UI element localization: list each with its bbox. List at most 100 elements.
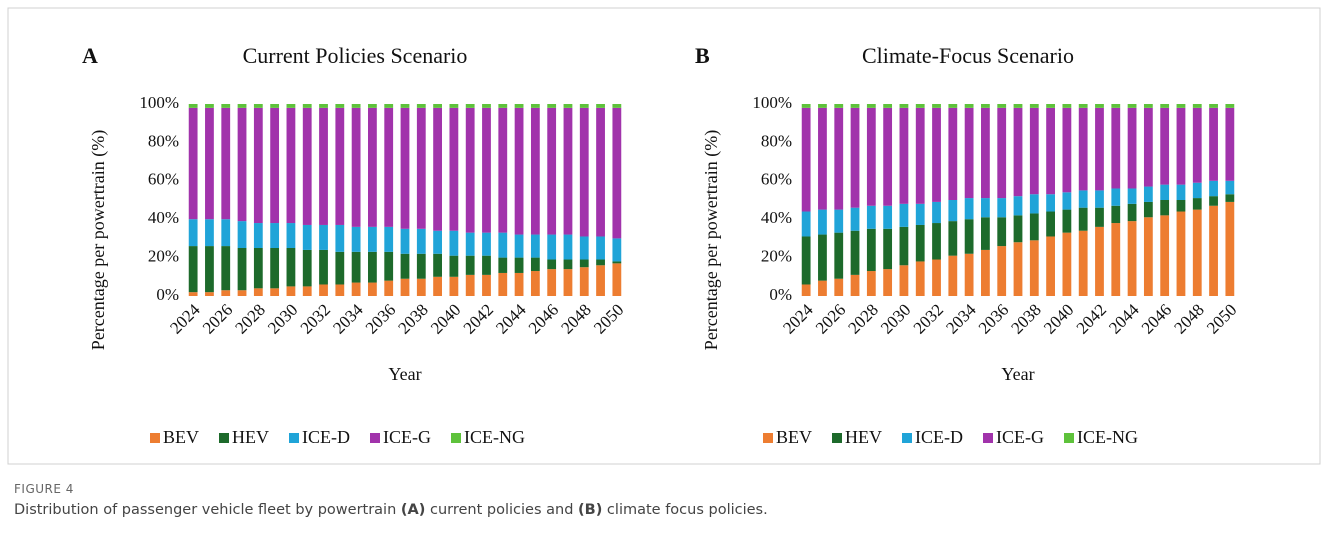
bar-segment (270, 104, 280, 108)
bar-segment (221, 107, 231, 220)
bar-segment (221, 246, 231, 291)
bar-segment (579, 236, 589, 260)
figure: A Current Policies Scenario Percentage per… (7, 7, 1321, 465)
chart-title: Current Policies Scenario (243, 43, 468, 68)
bar-segment (482, 107, 491, 233)
bar-segment (1013, 242, 1023, 296)
bar-segment (563, 107, 573, 235)
bar-segment (612, 238, 622, 262)
x-tick-label: 2028 (231, 300, 268, 337)
bar-segment (1095, 104, 1104, 108)
x-tick-label: 2046 (525, 300, 562, 337)
bar-segment (801, 236, 811, 285)
bar-segment (253, 223, 263, 248)
bar-segment (253, 107, 263, 224)
bar-segment (302, 107, 312, 225)
bar-segment (997, 198, 1007, 218)
bar-segment (948, 221, 958, 256)
bar-segment (1160, 107, 1170, 185)
bar-segment (1111, 223, 1121, 296)
legend-swatch (1064, 433, 1074, 443)
bar-segment (514, 234, 524, 258)
bar-segment (801, 104, 811, 108)
bar-segment (981, 107, 990, 199)
bar-segment (1078, 190, 1088, 208)
bar-segment (563, 104, 573, 108)
bar-segment (237, 290, 247, 296)
bar-segment (319, 107, 328, 225)
y-tick-label: 40% (761, 208, 792, 227)
bar-segment (850, 104, 860, 108)
bar-segment (834, 278, 844, 296)
x-tick-label: 2048 (557, 300, 594, 337)
bar-segment (498, 272, 508, 296)
bar-segment (1111, 205, 1121, 224)
x-tick-label: 2032 (910, 300, 947, 337)
x-tick-label: 2044 (1105, 300, 1143, 338)
bar-segment (1176, 184, 1186, 200)
bar-segment (948, 255, 958, 296)
bar-segment (1160, 200, 1170, 216)
bar-segment (547, 269, 557, 296)
bar-segment (351, 282, 361, 296)
panel-letter: A (82, 43, 98, 68)
bar-segment (1127, 221, 1137, 296)
bar-segment (1013, 215, 1023, 243)
bar-segment (1225, 194, 1235, 202)
x-tick-label: 2044 (492, 300, 530, 338)
bar-segment (253, 104, 263, 108)
bar-segment (899, 203, 909, 227)
figure-caption: Distribution of passenger vehicle fleet … (14, 502, 768, 518)
x-tick-label: 2024 (779, 300, 817, 338)
legend-swatch (289, 433, 299, 443)
bar-segment (482, 274, 491, 296)
bar-segment (932, 104, 941, 108)
bar-segment (253, 288, 263, 296)
bar-segment (883, 228, 893, 270)
y-tick-label: 80% (761, 131, 792, 150)
bar-segment (514, 272, 524, 296)
bar-segment (514, 104, 524, 108)
bar-segment (612, 107, 622, 239)
bar-segment (319, 104, 328, 108)
bar-segment (899, 265, 909, 296)
bar-segment (335, 224, 345, 252)
bar-segment (850, 107, 860, 208)
bar-segment (915, 107, 925, 204)
bar-segment (400, 107, 410, 229)
bar-segment (834, 232, 844, 279)
bar-segment (1095, 226, 1104, 296)
x-tick-label: 2048 (1170, 300, 1207, 337)
bar-segment (866, 228, 876, 272)
bar-segment (302, 104, 312, 108)
bar-segment (964, 107, 974, 199)
legend-label: HEV (232, 427, 269, 447)
y-axis-label: Percentage per powertrain (%) (88, 130, 109, 350)
chart-title: Climate-Focus Scenario (862, 43, 1074, 68)
bar-segment (850, 207, 860, 231)
bar-segment (433, 276, 442, 296)
bar-segment (449, 276, 459, 296)
bar-segment (465, 104, 475, 108)
bar-segment (530, 107, 540, 235)
bar-segment (834, 209, 844, 233)
figure-frame (7, 7, 1321, 465)
bar-segment (997, 104, 1007, 108)
x-tick-label: 2038 (394, 300, 431, 337)
bar-segment (1127, 203, 1137, 222)
bar-segment (1029, 104, 1039, 108)
bar-segment (818, 234, 827, 281)
bar-segment (1111, 188, 1121, 206)
y-tick-label: 80% (148, 131, 179, 150)
bar-segment (1160, 184, 1170, 200)
y-axis-label: Percentage per powertrain (%) (701, 130, 722, 350)
y-tick-label: 100% (139, 93, 179, 112)
bar-segment (948, 200, 958, 222)
bar-segment (498, 232, 508, 258)
bar-segment (1225, 107, 1235, 181)
bar-segment (205, 292, 214, 296)
bar-segment (547, 104, 557, 108)
bar-segment (1029, 194, 1039, 214)
x-tick-label: 2030 (877, 300, 914, 337)
bar-segment (1127, 107, 1137, 189)
